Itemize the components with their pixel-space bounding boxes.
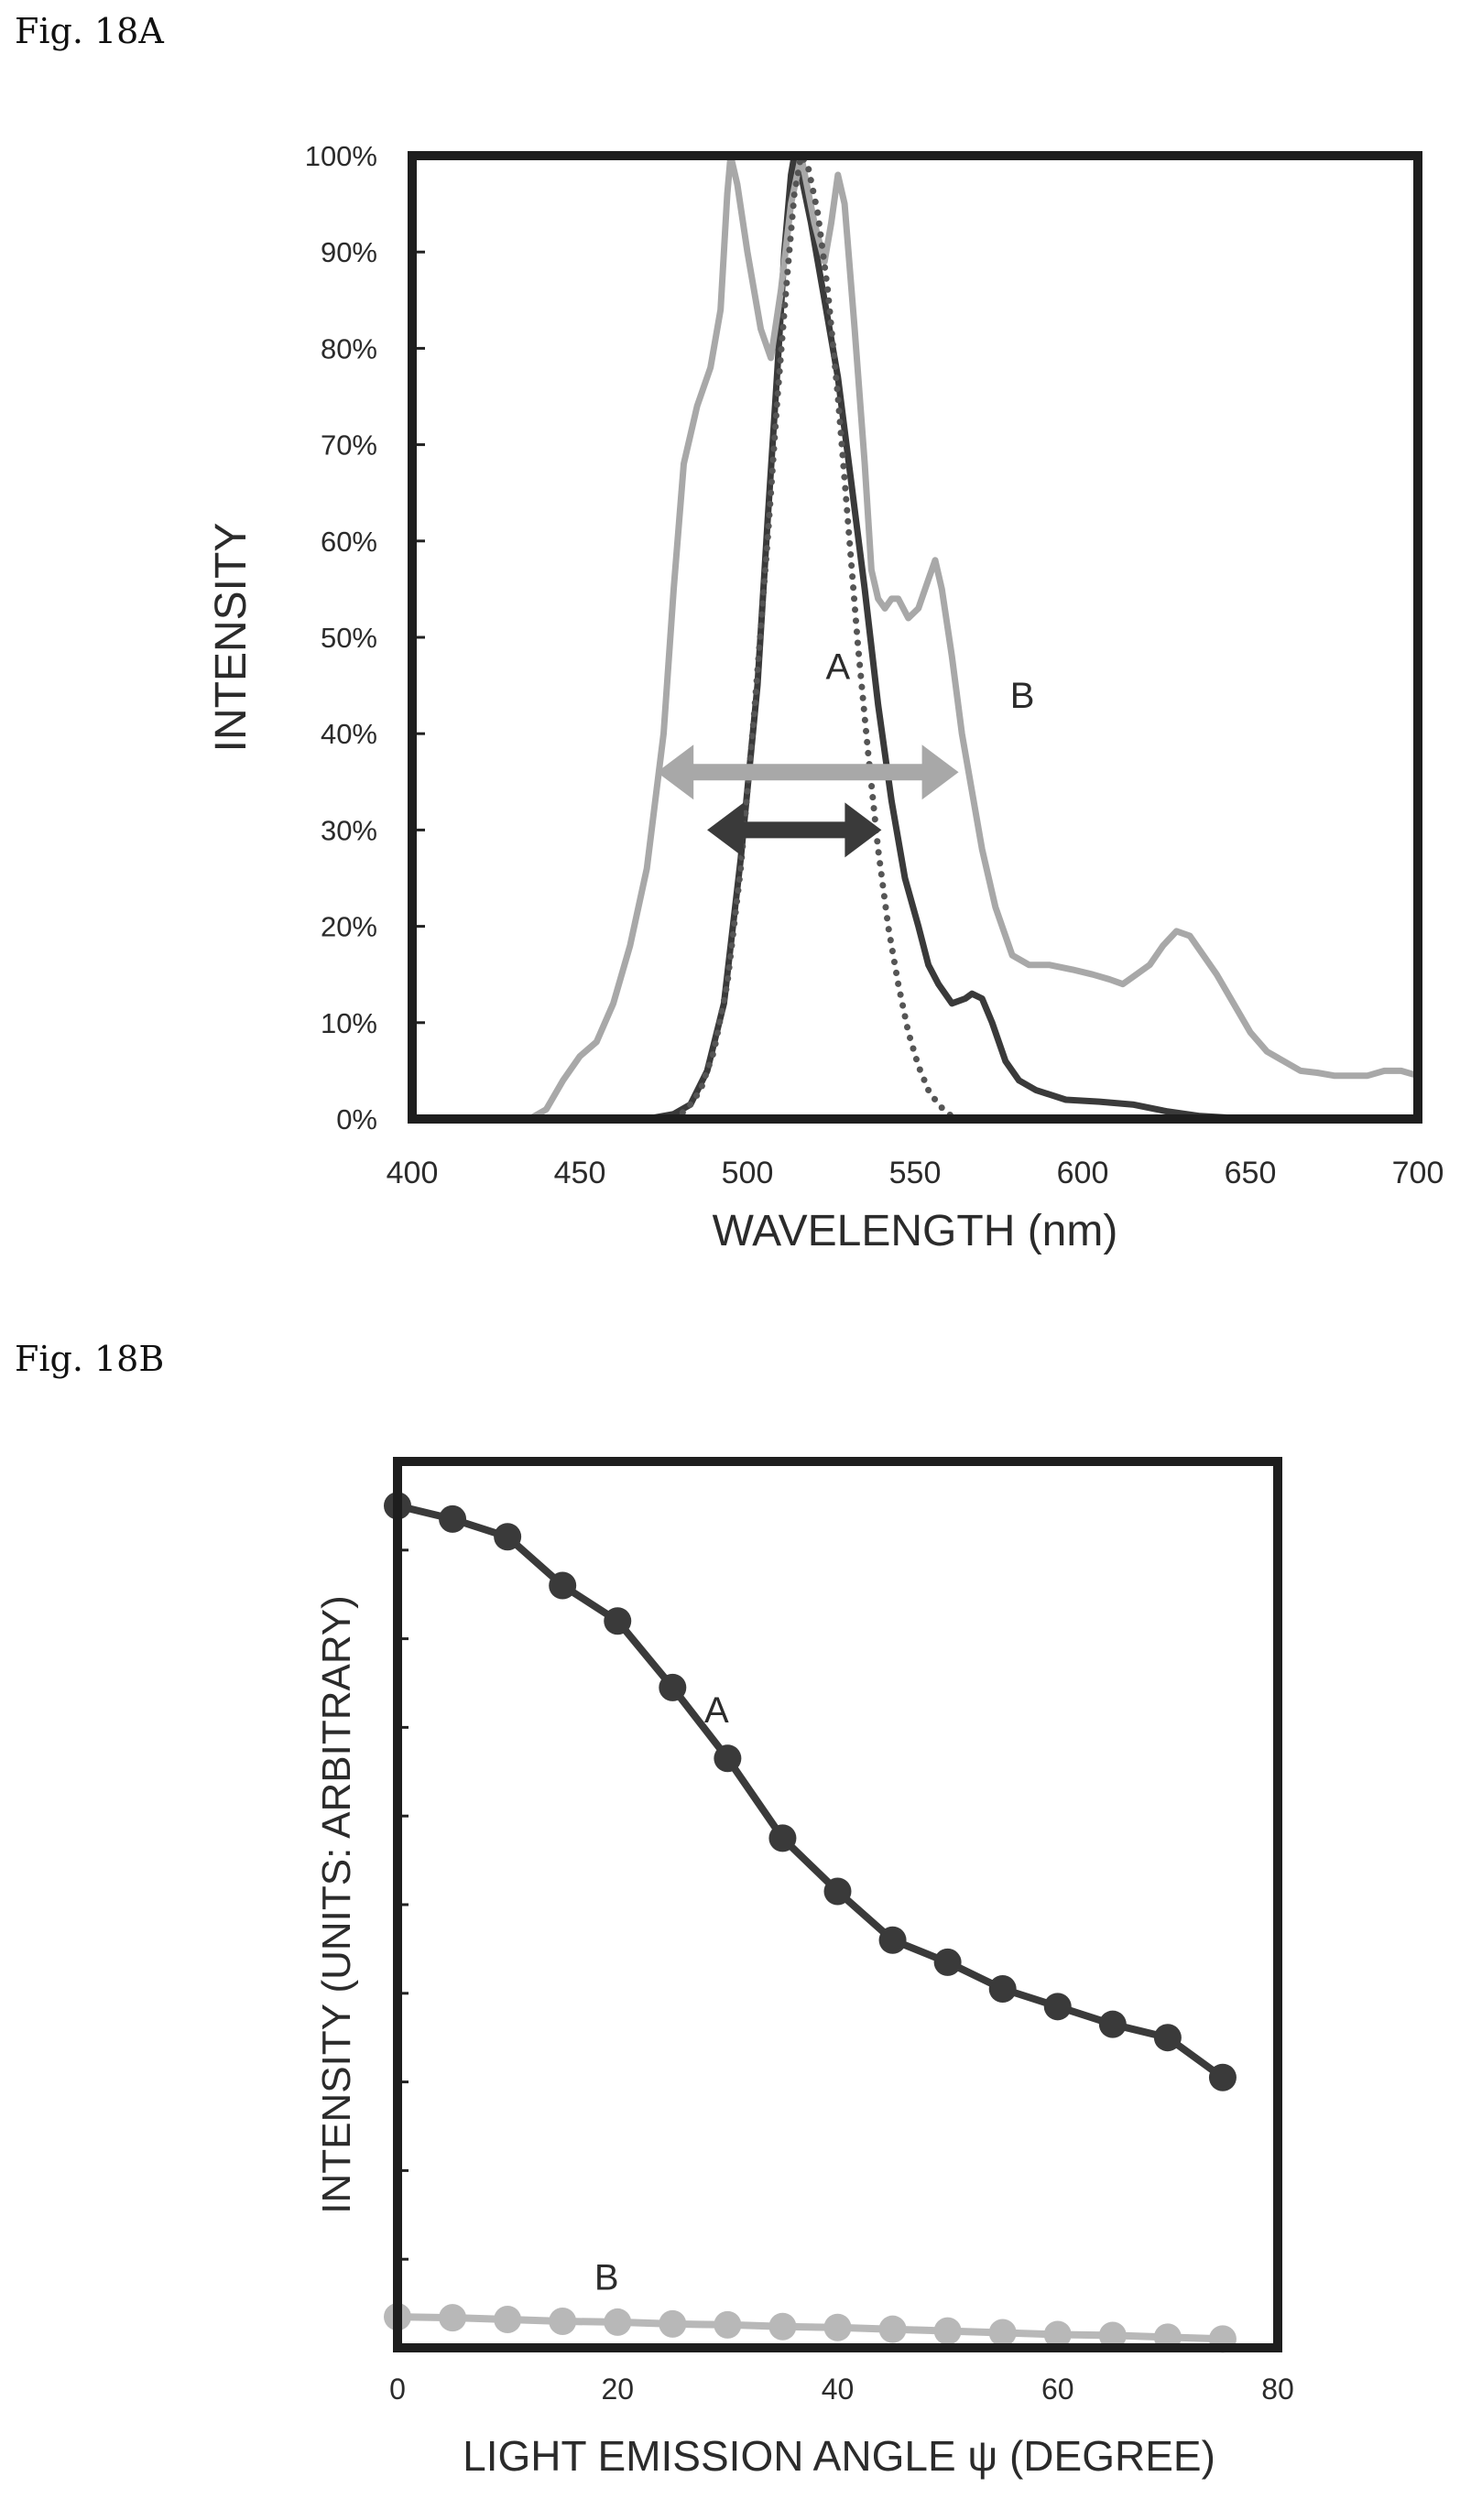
y-tick-label: 30% [321,814,377,846]
series-a-point [1154,2024,1182,2051]
x-tick-label: 80 [1261,2373,1294,2406]
y-tick-label: 90% [321,236,377,268]
x-tick-label: 500 [722,1156,774,1190]
annotation-label-a: A [825,647,850,688]
x-tick-label: 40 [822,2373,855,2406]
series-b-point [879,2316,907,2343]
y-tick-label: 40% [321,718,377,750]
series-a-point [934,1949,962,1976]
spectrum-chart: 0% 10% 20% 30% 40% 50% 60% 70% 80% 90% 100% 400 450 5… [0,0,1471,1264]
series-b-point [659,2310,686,2338]
series-b-point [768,2313,796,2341]
y-tick-label: 100% [305,140,377,172]
series-a-point [1209,2064,1237,2091]
series-b-point [439,2304,466,2331]
x-tick-label: 20 [601,2373,634,2406]
y-tick-label: 60% [321,526,377,558]
double-arrow-right-head [922,744,959,799]
series-a-point [879,1927,907,1954]
series-a-point [768,1824,796,1852]
series-a-point [1044,1993,1072,2020]
x-tick-label: 60 [1041,2373,1074,2406]
x-tick-label: 600 [1057,1156,1109,1190]
x-tick-label: 450 [554,1156,606,1190]
y-axis-title: INTENSITY [207,523,256,753]
y-tick-label: 80% [321,332,377,364]
bandwidth-double-arrow [657,744,958,799]
series-b-point [989,2319,1017,2347]
series-b-point [549,2308,576,2335]
series-b-line [398,2317,1223,2339]
y-tick-label: 20% [321,911,377,943]
series-b-point [934,2318,962,2345]
y-tick-label: 0% [336,1103,377,1135]
series-a-point [494,1523,521,1550]
bandwidth-double-arrow [707,802,881,857]
x-tick-label: 400 [387,1156,439,1190]
series-a-point [604,1607,631,1635]
x-tick-label: 550 [889,1156,942,1190]
plot-frame [412,156,1418,1119]
y-tick-label: 70% [321,429,377,462]
y-tick-label: 10% [321,1007,377,1039]
series-a-point [714,1744,741,1772]
series-b-line [529,156,1418,1119]
series-b-point [824,2314,852,2341]
series-a-point [549,1572,576,1600]
series-a-point [1099,2011,1127,2038]
y-axis-title: INTENSITY (UNITS: ARBITRARY) [314,1595,359,2214]
double-arrow-left-head [707,802,744,857]
annotation-label-b: B [594,2258,619,2298]
x-tick-label: 700 [1392,1156,1444,1190]
series-a-line [398,1505,1223,2077]
double-arrow-right-head [844,802,881,857]
x-tick-label: 0 [389,2373,406,2406]
x-axis-title: LIGHT EMISSION ANGLE ψ (DEGREE) [463,2432,1215,2480]
series-a-point [989,1975,1017,2003]
x-tick-label: 650 [1225,1156,1277,1190]
series-b-point [714,2311,741,2339]
series-a-point [659,1674,686,1701]
series-dotted-line [674,156,959,1119]
series-a-point [439,1505,466,1533]
series-b-point [604,2308,631,2336]
series-b-point [494,2306,521,2333]
y-tick-label: 50% [321,622,377,654]
series-a-point [824,1877,852,1905]
annotation-label-b: B [1010,676,1035,716]
angle-chart: 0 20 40 60 80 A B LIGHT EMISSION ANGLE ψ (DEGRE… [0,1328,1471,2518]
x-axis-title: WAVELENGTH (nm) [713,1207,1118,1255]
annotation-label-a: A [704,1690,729,1731]
